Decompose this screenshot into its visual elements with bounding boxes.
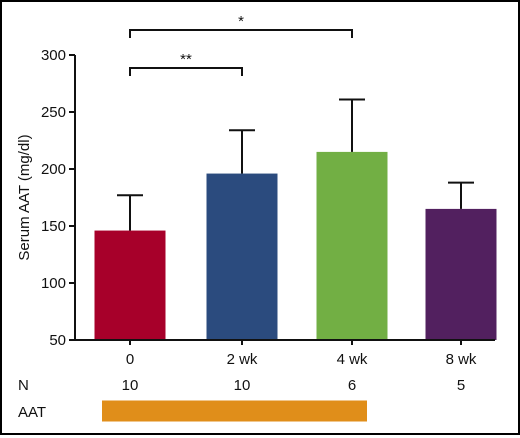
n-value-2: 6 <box>348 377 356 394</box>
y-axis-label: Serum AAT (mg/dl) <box>16 134 33 260</box>
significance-label-1: * <box>238 13 244 30</box>
x-tick-label-1: 2 wk <box>227 351 258 368</box>
x-tick-label-3: 8 wk <box>446 351 477 368</box>
n-value-0: 10 <box>122 377 139 394</box>
significance-bracket-0 <box>129 67 243 76</box>
significance-bracket-1 <box>129 29 353 38</box>
y-tick-label-5: 300 <box>41 47 66 64</box>
bar-2 <box>316 151 388 340</box>
y-tick-label-3: 200 <box>41 161 66 178</box>
significance-label-0: ** <box>180 51 192 68</box>
bar-0 <box>94 230 166 340</box>
bar-chart: 50 100 150 200 250 300 Serum AAT (mg/dl) 0 2 wk 4… <box>16 13 497 422</box>
y-tick-label-0: 50 <box>49 332 66 349</box>
n-row-label: N <box>18 377 29 394</box>
treatment-label: AAT <box>18 404 46 421</box>
x-tick-label-0: 0 <box>126 351 134 368</box>
n-value-1: 10 <box>234 377 251 394</box>
y-tick-label-1: 100 <box>41 275 66 292</box>
y-tick-label-4: 250 <box>41 104 66 121</box>
x-tick-label-2: 4 wk <box>337 351 368 368</box>
n-value-3: 5 <box>457 377 465 394</box>
treatment-bar <box>102 400 367 422</box>
bar-1 <box>206 173 278 340</box>
y-tick-label-2: 150 <box>41 218 66 235</box>
bar-3 <box>425 208 497 340</box>
